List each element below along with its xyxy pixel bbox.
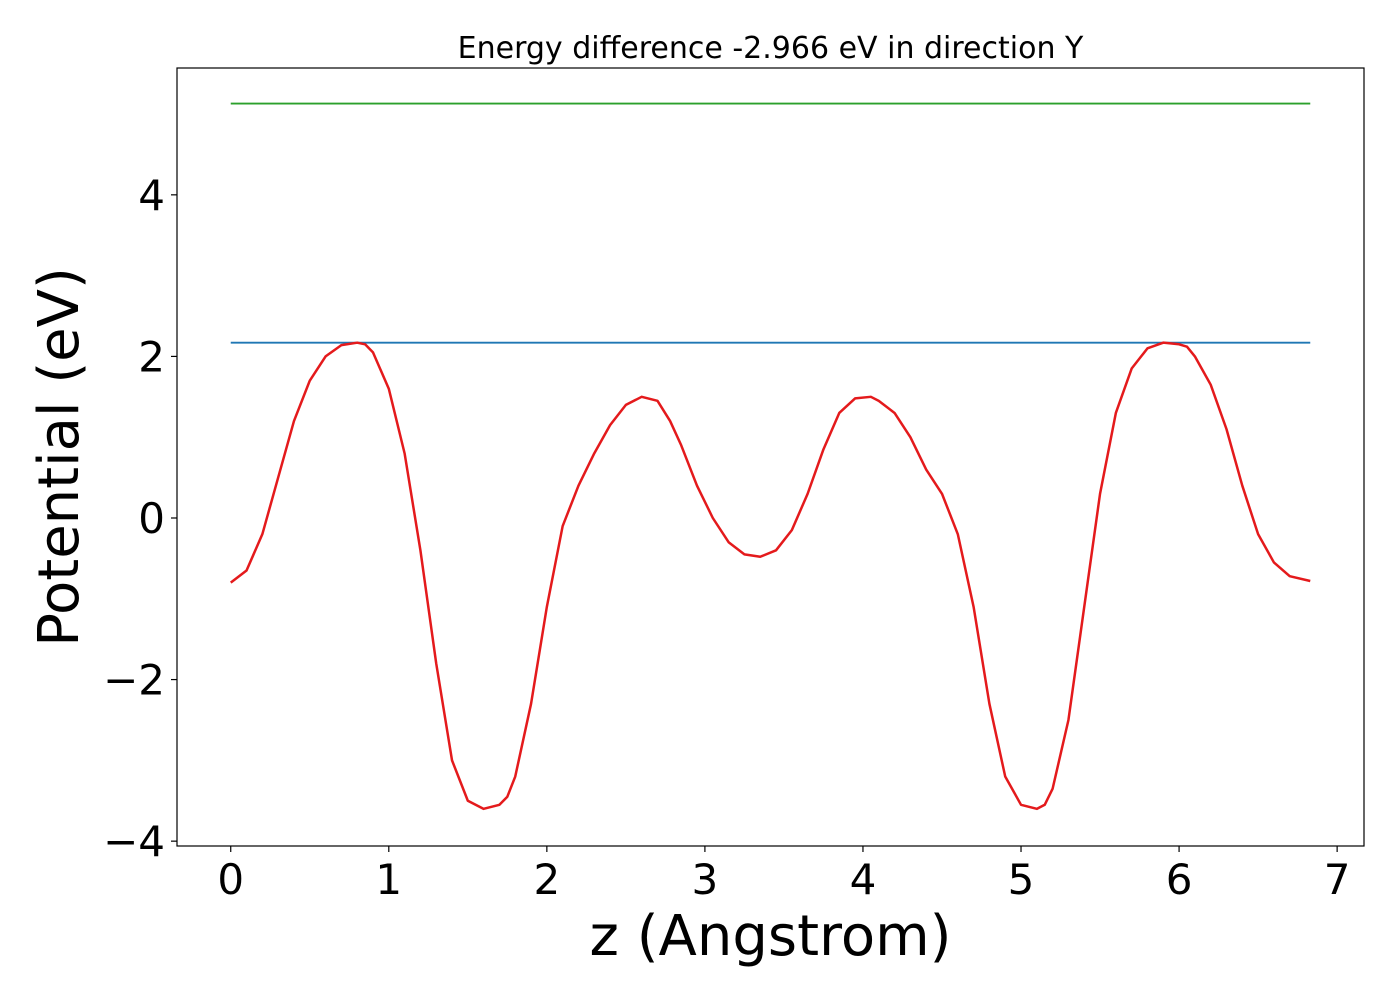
y-axis-label: Potential (eV): [27, 267, 92, 647]
x-tick-label: 5: [1008, 855, 1035, 904]
x-tick-label: 2: [533, 855, 560, 904]
x-axis: 0 1 2 3 4 5 6 7: [217, 846, 1350, 904]
y-tick-label: 4: [138, 171, 165, 220]
x-tick-label: 7: [1324, 855, 1351, 904]
x-tick-label: 6: [1166, 855, 1193, 904]
chart-title: Energy difference -2.966 eV in direction…: [458, 31, 1084, 66]
series-layer: [229, 102, 1311, 811]
y-tick-label: 2: [138, 332, 165, 381]
x-tick-label: 4: [850, 855, 877, 904]
x-tick-label: 1: [375, 855, 402, 904]
y-tick-label: 0: [138, 494, 165, 543]
y-tick-label: −4: [103, 817, 165, 866]
series-line-3: [229, 341, 1311, 811]
plot-frame: [176, 67, 1365, 847]
x-tick-label: 3: [692, 855, 719, 904]
x-tick-label: 0: [217, 855, 244, 904]
x-axis-label: z (Angstrom): [590, 904, 952, 969]
y-axis: −4 −2 0 2 4: [103, 171, 177, 866]
y-tick-label: −2: [103, 656, 165, 705]
